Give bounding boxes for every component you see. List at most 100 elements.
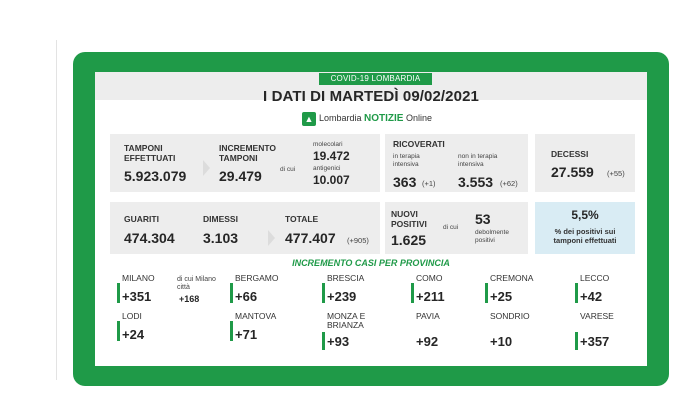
province-name: BERGAMO bbox=[235, 273, 279, 283]
incremento-label: INCREMENTO TAMPONI bbox=[219, 143, 276, 163]
guariti-label: GUARITI bbox=[124, 214, 159, 224]
tamponi-panel: TAMPONI EFFETTUATI 5.923.079 INCREMENTO … bbox=[110, 134, 380, 192]
lombardia-logo-icon: ▲ bbox=[302, 111, 316, 126]
ricoverati-label: RICOVERATI bbox=[393, 139, 445, 149]
arrow-icon bbox=[268, 230, 275, 246]
province-value: +25 bbox=[490, 289, 513, 304]
ti-delta: (+1) bbox=[422, 179, 436, 188]
province-value: +351 bbox=[122, 289, 152, 304]
province-bar bbox=[117, 283, 120, 303]
infographic-card: COVID-19 LOMBARDIA I DATI DI MARTEDÌ 09/… bbox=[95, 72, 647, 366]
antigenici-label: antigenici bbox=[313, 165, 341, 172]
brand-name: Lombardia NOTIZIE Online bbox=[319, 113, 433, 124]
positivi-value: 1.625 bbox=[391, 232, 427, 248]
totale-value: 477.407 bbox=[285, 230, 336, 246]
province-item-mantova: MANTOVA +71 bbox=[230, 312, 310, 342]
province-name: MONZA E BRIANZA bbox=[327, 311, 366, 330]
province-item-milano: MILANO +351 bbox=[117, 274, 207, 304]
province-bar bbox=[411, 283, 414, 303]
positivi-di-cui: di cui bbox=[443, 224, 459, 231]
molecolari-label: molecolari bbox=[313, 141, 343, 148]
province-item-varese: VARESE +357 bbox=[575, 311, 640, 350]
debolmente-value: 53 bbox=[475, 211, 491, 227]
province-item-como: COMO +211 bbox=[411, 274, 491, 304]
totale-delta: (+905) bbox=[347, 236, 369, 245]
province-value: +357 bbox=[580, 334, 610, 349]
dimessi-value: 3.103 bbox=[203, 230, 239, 246]
province-name: PAVIA bbox=[416, 311, 440, 321]
province-name: LECCO bbox=[580, 273, 610, 283]
province-item-bergamo: BERGAMO +66 bbox=[230, 274, 310, 304]
totale-label: TOTALE bbox=[285, 214, 319, 224]
province-item-lodi: LODI +24 bbox=[117, 312, 207, 342]
province-value: +10 bbox=[490, 334, 513, 349]
province-bar bbox=[230, 283, 233, 303]
province-name: MANTOVA bbox=[235, 311, 277, 321]
province-name: VARESE bbox=[580, 311, 614, 321]
province-item-sondrio: SONDRIO +10 bbox=[485, 311, 565, 350]
decessi-value: 27.559 bbox=[551, 164, 594, 180]
brand-logo-lockup: ▲ Lombardia NOTIZIE Online bbox=[302, 111, 432, 126]
antigenici-value: 10.007 bbox=[313, 173, 350, 187]
province-name: SONDRIO bbox=[490, 311, 530, 321]
positivi-panel: NUOVI POSITIVI 1.625 di cui 53 debolment… bbox=[385, 202, 528, 254]
non-ti-delta: (+62) bbox=[500, 179, 518, 188]
province-value: +42 bbox=[580, 289, 603, 304]
guariti-value: 474.304 bbox=[124, 230, 175, 246]
ti-value: 363 bbox=[393, 174, 417, 190]
ricoverati-panel: RICOVERATI in terapia intensiva 363 (+1)… bbox=[385, 134, 528, 192]
province-value: +71 bbox=[235, 327, 258, 342]
percentuale-label: % dei positivi sui tamponi effettuati bbox=[553, 227, 617, 245]
non-ti-label: non in terapia intensiva bbox=[458, 153, 498, 168]
page-title: I DATI DI MARTEDÌ 09/02/2021 bbox=[263, 88, 479, 105]
arrow-icon bbox=[203, 160, 210, 176]
province-bar bbox=[322, 332, 325, 350]
province-value: +93 bbox=[327, 334, 350, 349]
province-name: MILANO bbox=[122, 273, 155, 283]
province-item-brescia: BRESCIA +239 bbox=[322, 274, 402, 304]
province-name: CREMONA bbox=[490, 273, 534, 283]
province-bar bbox=[485, 332, 488, 350]
decessi-label: DECESSI bbox=[551, 149, 589, 159]
province-bar bbox=[411, 332, 414, 350]
guariti-panel: GUARITI 474.304 DIMESSI 3.103 TOTALE 477… bbox=[110, 202, 380, 254]
province-name: LODI bbox=[122, 311, 142, 321]
province-value: +92 bbox=[416, 334, 439, 349]
province-bar bbox=[117, 321, 120, 341]
province-bar bbox=[575, 332, 578, 350]
province-value: +211 bbox=[416, 289, 445, 304]
ti-label: in terapia intensiva bbox=[393, 153, 420, 168]
milano-citta-value: +168 bbox=[179, 294, 200, 304]
province-bar bbox=[322, 283, 325, 303]
province-item-cremona: CREMONA +25 bbox=[485, 274, 565, 304]
decessi-panel: DECESSI 27.559 (+55) bbox=[535, 134, 635, 192]
province-name: BRESCIA bbox=[327, 273, 365, 283]
incremento-value: 29.479 bbox=[219, 168, 262, 184]
province-item-pavia: PAVIA +92 bbox=[411, 311, 491, 350]
percentuale-value: 5,5% bbox=[571, 208, 599, 222]
percentuale-panel: 5,5% % dei positivi sui tamponi effettua… bbox=[535, 202, 635, 254]
province-item-monza-brianza: MONZA E BRIANZA +93 bbox=[322, 311, 402, 350]
province-name: COMO bbox=[416, 273, 443, 283]
decessi-delta: (+55) bbox=[607, 169, 625, 178]
non-ti-value: 3.553 bbox=[458, 174, 494, 190]
molecolari-value: 19.472 bbox=[313, 149, 350, 163]
milano-citta-label: di cui Milano città bbox=[177, 276, 216, 291]
tamponi-value: 5.923.079 bbox=[124, 168, 187, 184]
divider bbox=[56, 40, 57, 380]
dimessi-label: DIMESSI bbox=[203, 214, 238, 224]
province-value: +24 bbox=[122, 327, 145, 342]
province-section-title: INCREMENTO CASI PER PROVINCIA bbox=[292, 258, 450, 268]
province-bar bbox=[485, 283, 488, 303]
incremento-di-cui: di cui bbox=[280, 166, 296, 173]
province-item-lecco: LECCO +42 bbox=[575, 274, 640, 304]
province-bar bbox=[575, 283, 578, 303]
province-bar bbox=[230, 321, 233, 341]
positivi-label: NUOVI POSITIVI bbox=[391, 209, 427, 229]
header-badge: COVID-19 LOMBARDIA bbox=[319, 73, 432, 85]
tamponi-label: TAMPONI EFFETTUATI bbox=[124, 143, 176, 163]
debolmente-label: debolmente positivi bbox=[475, 229, 509, 244]
province-value: +239 bbox=[327, 289, 357, 304]
province-value: +66 bbox=[235, 289, 258, 304]
